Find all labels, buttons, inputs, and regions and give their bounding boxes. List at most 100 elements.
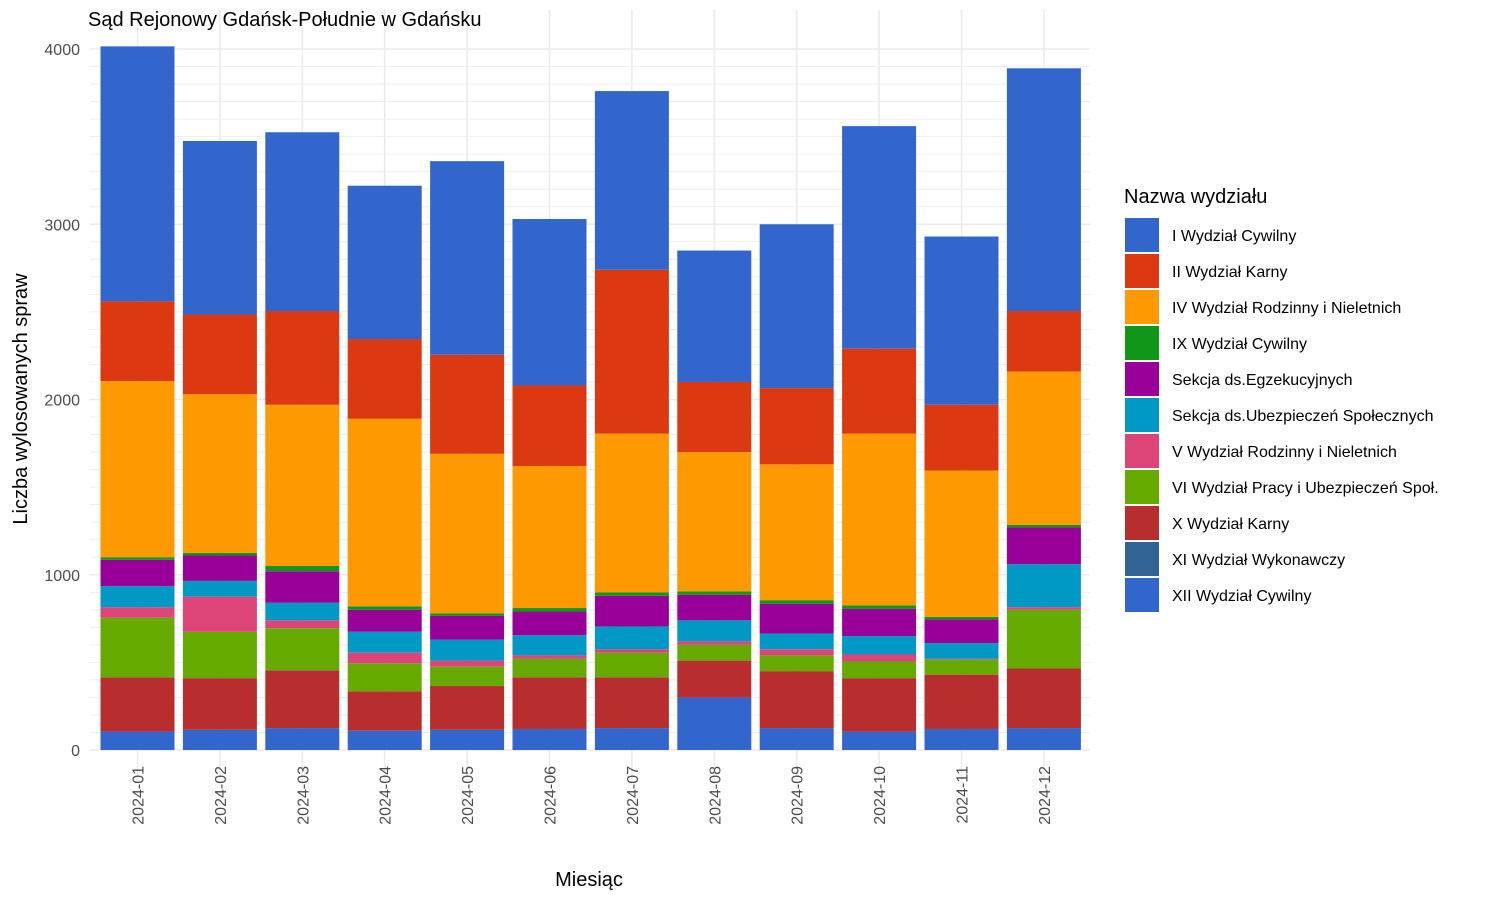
x-tick-label: 2024-07 bbox=[625, 766, 642, 825]
bar-segment bbox=[759, 633, 834, 650]
bar-segment bbox=[677, 381, 752, 453]
bar-segment bbox=[594, 592, 669, 596]
legend-label: IX Wydział Cywilny bbox=[1172, 336, 1307, 353]
legend-label: Sekcja ds.Ubezpieczeń Społecznych bbox=[1172, 408, 1433, 425]
legend-item: I Wydział Cywilny bbox=[1125, 218, 1296, 252]
bar-segment bbox=[512, 218, 587, 386]
legend-label: II Wydział Karny bbox=[1172, 264, 1287, 281]
bar-segment bbox=[347, 652, 422, 664]
x-tick-label: 2024-09 bbox=[790, 766, 807, 825]
bar-segment bbox=[1006, 728, 1081, 750]
legend-swatch bbox=[1125, 362, 1159, 396]
bar-segment bbox=[265, 571, 340, 603]
chart-title: Sąd Rejonowy Gdańsk-Południe w Gdańsku bbox=[88, 9, 482, 31]
bar-segment bbox=[512, 466, 587, 609]
bar-segment bbox=[347, 663, 422, 692]
bar-segment bbox=[1006, 68, 1081, 311]
bar-stack-2024-02 bbox=[182, 141, 257, 750]
legend-title: Nazwa wydziału bbox=[1124, 186, 1267, 208]
bar-segment bbox=[759, 728, 834, 750]
bar-stack-2024-01 bbox=[100, 46, 175, 750]
bar-segment bbox=[677, 697, 752, 750]
legend-item: II Wydział Karny bbox=[1125, 254, 1287, 288]
legend-swatch bbox=[1125, 506, 1159, 540]
bar-stack-2024-04 bbox=[347, 185, 422, 750]
bar-segment bbox=[347, 339, 422, 419]
bar-segment bbox=[1006, 607, 1081, 610]
bar-segment bbox=[677, 594, 752, 621]
bar-segment bbox=[100, 617, 175, 678]
y-tick-label: 4000 bbox=[44, 42, 80, 59]
bar-segment bbox=[100, 607, 175, 618]
legend-item: IV Wydział Rodzinny i Nieletnich bbox=[1125, 290, 1401, 324]
legend-label: XII Wydział Cywilny bbox=[1172, 588, 1311, 605]
bar-segment bbox=[594, 626, 669, 650]
bar-segment bbox=[759, 224, 834, 389]
bar-segment bbox=[924, 643, 999, 659]
bar-segment bbox=[759, 603, 834, 634]
legend-swatch bbox=[1125, 434, 1159, 468]
bar-segment bbox=[182, 394, 257, 553]
bar-segment bbox=[842, 605, 917, 609]
bar-segment bbox=[347, 418, 422, 607]
bar-segment bbox=[512, 658, 587, 678]
bar-segment bbox=[842, 433, 917, 606]
bar-segment bbox=[842, 636, 917, 655]
bar-segment bbox=[924, 728, 999, 750]
bar-segment bbox=[512, 728, 587, 750]
bar-stack-2024-09 bbox=[759, 224, 834, 750]
bar-segment bbox=[182, 141, 257, 315]
legend-item: VI Wydział Pracy i Ubezpieczeń Społ. bbox=[1125, 470, 1439, 504]
bar-segment bbox=[1006, 371, 1081, 525]
x-axis-ticks: 2024-01 2024-02 2024-03 2024-04 2024-05 2024-… bbox=[131, 766, 1054, 825]
bar-segment bbox=[842, 654, 917, 662]
bar-segment bbox=[924, 470, 999, 617]
bar-segment bbox=[924, 659, 999, 675]
bar-segment bbox=[512, 385, 587, 467]
legend-item: V Wydział Rodzinny i Nieletnich bbox=[1125, 434, 1397, 468]
bar-segment bbox=[347, 185, 422, 340]
bar-segment bbox=[430, 639, 505, 661]
y-axis-ticks: 0 1000 2000 3000 4000 bbox=[44, 42, 80, 760]
bar-segment bbox=[842, 608, 917, 637]
bar-segment bbox=[594, 728, 669, 750]
bar-segment bbox=[677, 591, 752, 595]
bar-segment bbox=[759, 671, 834, 729]
bar-segment bbox=[100, 381, 175, 558]
x-tick-label: 2024-02 bbox=[213, 766, 230, 825]
bar-segment bbox=[842, 348, 917, 434]
bar-segment bbox=[677, 452, 752, 592]
bar-segment bbox=[924, 616, 999, 620]
legend-item: Sekcja ds.Ubezpieczeń Społecznych bbox=[1125, 398, 1433, 432]
legend-label: Sekcja ds.Egzekucyjnych bbox=[1172, 372, 1353, 389]
bar-segment bbox=[265, 728, 340, 750]
bar-segment bbox=[265, 602, 340, 621]
bars bbox=[100, 46, 1081, 750]
bar-segment bbox=[430, 666, 505, 687]
bar-segment bbox=[430, 354, 505, 454]
legend: Nazwa wydziału I Wydział Cywilny II Wydzi… bbox=[1124, 186, 1439, 612]
bar-segment bbox=[430, 660, 505, 667]
bar-segment bbox=[100, 557, 175, 560]
bar-segment bbox=[512, 677, 587, 729]
legend-label: VI Wydział Pracy i Ubezpieczeń Społ. bbox=[1172, 480, 1439, 497]
y-tick-label: 0 bbox=[71, 743, 80, 760]
bar-segment bbox=[677, 641, 752, 645]
bar-segment bbox=[100, 677, 175, 732]
legend-item: Sekcja ds.Egzekucyjnych bbox=[1125, 362, 1353, 396]
bar-segment bbox=[430, 729, 505, 750]
bar-segment bbox=[100, 301, 175, 382]
bar-segment bbox=[1006, 564, 1081, 608]
bar-stack-2024-11 bbox=[924, 236, 999, 750]
bar-segment bbox=[265, 565, 340, 572]
bar-segment bbox=[512, 611, 587, 636]
bar-segment bbox=[100, 586, 175, 608]
bar-segment bbox=[594, 269, 669, 434]
bar-segment bbox=[182, 631, 257, 679]
legend-swatch bbox=[1125, 254, 1159, 288]
bar-stack-2024-10 bbox=[842, 126, 917, 750]
bar-segment bbox=[759, 464, 834, 601]
bar-segment bbox=[759, 649, 834, 656]
